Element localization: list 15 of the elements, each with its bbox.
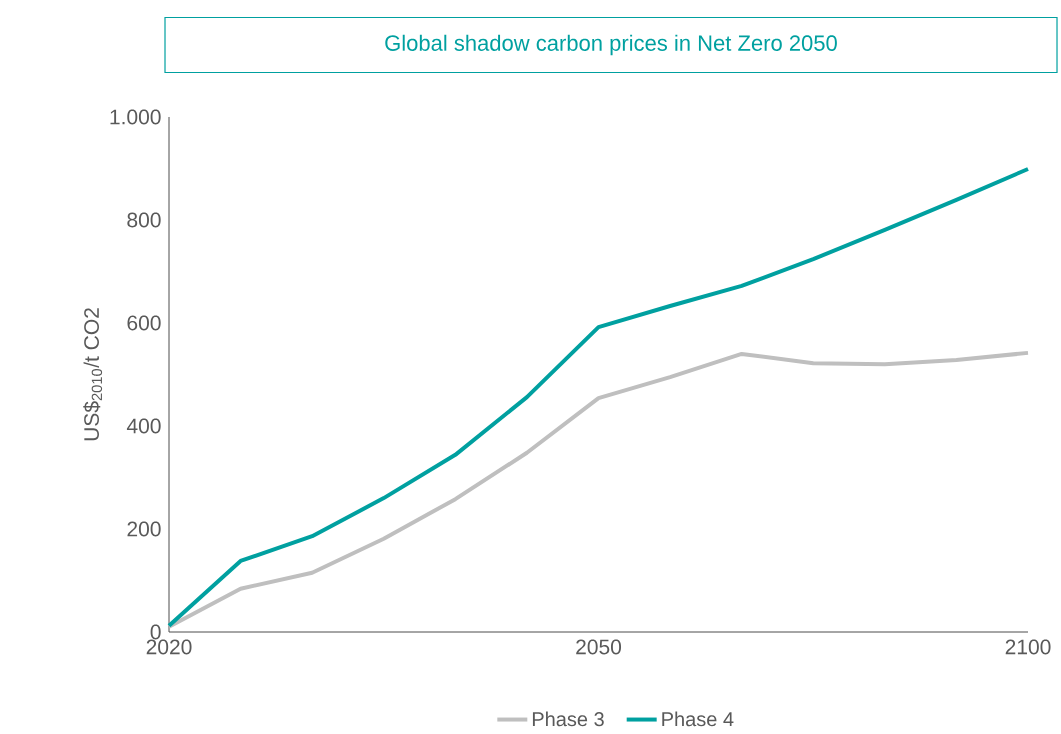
y-tick-label: 0 (150, 624, 161, 640)
y-tick-label: 1.000 (110, 109, 161, 125)
y-tick-label: 200 (127, 521, 161, 537)
y-tick-label: 600 (127, 315, 161, 331)
legend-label: Phase 4 (662, 711, 734, 727)
y-tick-label: 400 (126, 418, 161, 434)
x-tick-label: 2020 (146, 639, 192, 655)
line-series (167, 350, 1031, 629)
y-axis-title: US$$_{2010}$/t CO2 (83, 308, 103, 441)
line-series (167, 167, 1031, 628)
legend-label: Phase 3 (532, 711, 604, 727)
y-tick-label: 800 (127, 212, 161, 228)
chart-title: Global shadow carbon prices in Net Zero 2050 (385, 34, 837, 56)
x-tick-label: 2100 (1005, 639, 1051, 655)
x-tick-label: 2050 (576, 639, 622, 655)
